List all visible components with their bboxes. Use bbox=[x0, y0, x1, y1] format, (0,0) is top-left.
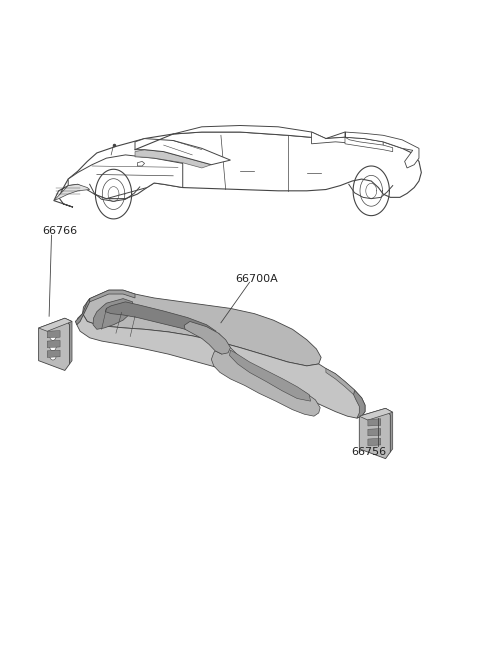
Polygon shape bbox=[312, 132, 383, 148]
Polygon shape bbox=[135, 150, 211, 168]
Polygon shape bbox=[385, 408, 393, 452]
Polygon shape bbox=[83, 290, 321, 366]
Polygon shape bbox=[326, 369, 355, 395]
Circle shape bbox=[49, 351, 56, 360]
Polygon shape bbox=[65, 318, 72, 364]
Polygon shape bbox=[368, 419, 381, 426]
Polygon shape bbox=[77, 314, 365, 418]
Polygon shape bbox=[38, 318, 70, 371]
Polygon shape bbox=[93, 298, 132, 329]
Polygon shape bbox=[173, 125, 326, 138]
Polygon shape bbox=[360, 408, 393, 420]
Text: 66756: 66756 bbox=[351, 447, 386, 457]
Polygon shape bbox=[184, 321, 230, 354]
Polygon shape bbox=[345, 137, 393, 152]
Polygon shape bbox=[211, 333, 320, 416]
Text: 66766: 66766 bbox=[42, 226, 77, 236]
Polygon shape bbox=[75, 298, 90, 325]
Polygon shape bbox=[68, 155, 183, 199]
Circle shape bbox=[49, 342, 56, 351]
Polygon shape bbox=[47, 331, 60, 338]
Polygon shape bbox=[54, 184, 90, 201]
Polygon shape bbox=[135, 138, 230, 165]
Polygon shape bbox=[106, 302, 216, 336]
Polygon shape bbox=[354, 390, 365, 418]
Polygon shape bbox=[47, 340, 60, 348]
Circle shape bbox=[49, 331, 56, 340]
Polygon shape bbox=[38, 318, 72, 331]
Text: 66700A: 66700A bbox=[235, 274, 278, 284]
Polygon shape bbox=[229, 350, 311, 401]
Polygon shape bbox=[137, 161, 144, 166]
Polygon shape bbox=[368, 428, 381, 436]
Polygon shape bbox=[47, 350, 60, 358]
Polygon shape bbox=[345, 132, 419, 168]
Polygon shape bbox=[54, 132, 421, 207]
Polygon shape bbox=[368, 438, 381, 445]
Polygon shape bbox=[360, 408, 390, 459]
Polygon shape bbox=[90, 290, 135, 302]
